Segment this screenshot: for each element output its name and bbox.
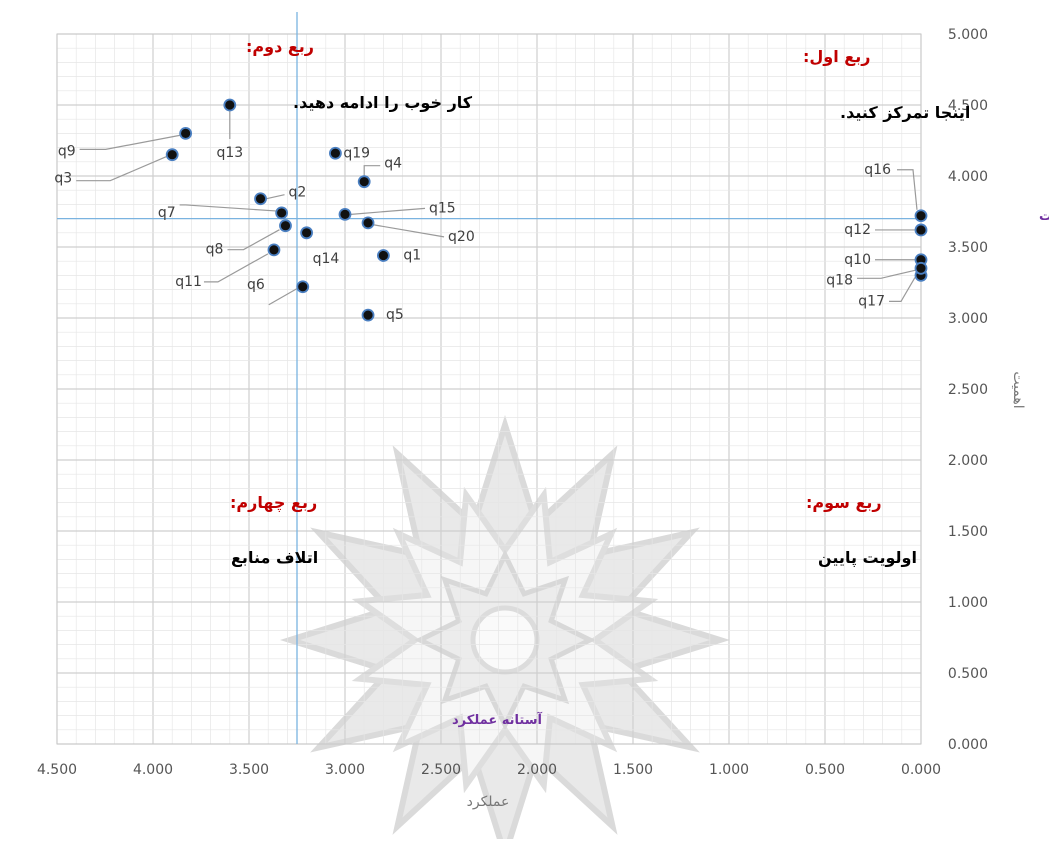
point-label-q5: q5: [386, 307, 404, 323]
point-q4: [357, 175, 371, 189]
point-q8: [279, 219, 292, 233]
x-tick-label: 2.500: [421, 762, 461, 778]
point-q6: [296, 280, 310, 294]
leader-q20: [373, 224, 445, 238]
point-q13: [223, 98, 237, 112]
leader-q4: [363, 165, 381, 176]
grid-lines: [56, 33, 922, 745]
y-tick-label: 1.000: [948, 595, 988, 611]
y-tick-label: 0.000: [948, 737, 988, 753]
point-label-q13: q13: [216, 145, 243, 161]
x-tick-label: 3.000: [325, 762, 365, 778]
point-q15: [338, 207, 352, 221]
point-q18: [914, 261, 928, 275]
y-tick-label: 4.500: [948, 98, 988, 114]
leader-q15: [350, 207, 426, 215]
x-tick-label: 4.000: [133, 762, 173, 778]
point-label-q1: q1: [403, 248, 421, 264]
y-tick-label: 3.500: [948, 240, 988, 256]
point-label-q15: q15: [429, 200, 456, 216]
point-q16: [914, 209, 928, 223]
leader-q16: [897, 169, 918, 210]
point-q7: [275, 206, 289, 220]
leader-q17: [889, 277, 916, 302]
point-label-q17: q17: [858, 293, 885, 309]
quadrant-4-title: ربع چهارم:: [230, 493, 317, 513]
point-q12: [914, 223, 928, 237]
importance-threshold-label: آستانه اهمیت: [1039, 207, 1049, 224]
point-label-q8: q8: [206, 242, 224, 258]
watermark-center: [470, 605, 540, 675]
x-tick-label: 0.000: [901, 762, 941, 778]
x-tick-label: 4.500: [37, 762, 77, 778]
quadrant-2-subtitle: کار خوب را ادامه دهید.: [293, 93, 473, 112]
quadrant-4-subtitle: اتلاف منابع: [231, 548, 318, 567]
x-tick-label: 1.500: [613, 762, 653, 778]
y-tick-label: 2.500: [948, 382, 988, 398]
point-labels: q1 q2 q3 q4 q5 q6 q7 q8 q9 q10 q11 q12 q13 q14 q15 q16 q…: [54, 143, 891, 323]
point-label-q20: q20: [448, 229, 475, 245]
y-tick-label: 3.000: [948, 311, 988, 327]
point-q5: [361, 308, 375, 322]
performance-threshold-label: آستانه عملکرد: [452, 711, 542, 728]
point-label-q6: q6: [247, 277, 265, 293]
point-label-q7: q7: [158, 205, 176, 221]
y-tick-label: 1.500: [948, 524, 988, 540]
x-tick-label: 2.000: [517, 762, 557, 778]
point-q11: [267, 243, 281, 257]
watermark-logo: [279, 414, 731, 843]
leader-q2: [266, 194, 285, 200]
leader-q9: [79, 134, 180, 150]
point-q14: [300, 226, 314, 240]
x-axis-ticks: 4.500 4.000 3.500 3.000 2.500 2.000 1.500 1.000…: [37, 762, 941, 778]
quadrant-3-title: ربع سوم:: [806, 493, 882, 512]
plot-border: [56, 33, 922, 745]
x-tick-label: 3.500: [229, 762, 269, 778]
x-axis-label: عملکرد: [467, 794, 510, 810]
point-q3: [165, 148, 179, 162]
label-leader-lines: [76, 111, 918, 306]
point-label-q2: q2: [289, 185, 307, 201]
leader-q7: [179, 204, 276, 212]
leader-q3: [76, 156, 167, 182]
point-label-q4: q4: [384, 156, 402, 172]
point-label-q10: q10: [844, 252, 871, 268]
leader-q18: [857, 269, 916, 279]
x-tick-label: 0.500: [805, 762, 845, 778]
x-tick-label: 1.000: [709, 762, 749, 778]
point-q2: [254, 192, 267, 206]
point-label-q18: q18: [826, 272, 853, 288]
quadrant-1-title: ربع اول:: [803, 47, 870, 66]
point-q1: [376, 249, 390, 262]
y-tick-label: 5.000: [948, 27, 988, 43]
y-axis-label: اهمیت: [1010, 371, 1026, 408]
point-q9: [179, 126, 193, 140]
leader-q6: [268, 288, 298, 306]
point-label-q9: q9: [58, 143, 76, 159]
y-tick-label: 4.000: [948, 169, 988, 185]
point-label-q3: q3: [54, 171, 72, 187]
threshold-lines: [57, 12, 921, 744]
y-tick-label: 2.000: [948, 453, 988, 469]
leader-q8: [227, 229, 280, 251]
point-q20: [361, 216, 375, 230]
y-tick-label: 0.500: [948, 666, 988, 682]
data-points: [165, 98, 928, 322]
point-label-q16: q16: [864, 162, 891, 178]
point-label-q11: q11: [175, 274, 202, 290]
point-label-q19: q19: [343, 145, 370, 161]
quadrant-1-subtitle: اینجا تمرکز کنید.: [840, 103, 970, 122]
quadrant-3-subtitle: اولویت پایین: [818, 548, 917, 568]
point-label-q12: q12: [844, 222, 871, 238]
point-q19: [328, 146, 342, 160]
point-label-q14: q14: [313, 251, 340, 267]
quadrant-2-title: ربع دوم:: [246, 37, 314, 56]
y-axis-ticks: 5.000 4.500 4.000 3.500 3.000 2.500 2.000 1.500…: [948, 27, 988, 753]
leader-q11: [203, 253, 269, 283]
